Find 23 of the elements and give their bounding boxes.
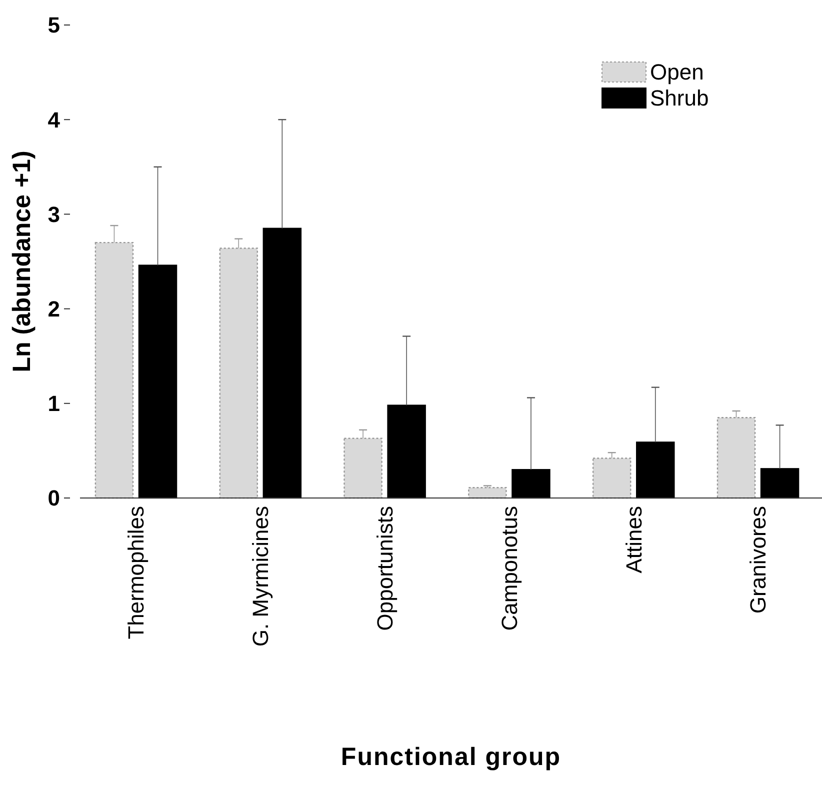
x-tick-label: G. Myrmicines [248, 506, 274, 647]
x-tick-label: Granivores [746, 506, 771, 614]
x-tick-label: Attines [621, 506, 646, 574]
y-tick-label: 1 [48, 391, 60, 416]
legend-label: Shrub [650, 86, 709, 111]
x-tick-label: Thermophiles [124, 506, 149, 640]
y-tick-label: 5 [48, 12, 60, 38]
x-tick-label: Opportunists [372, 506, 398, 631]
bar [138, 264, 178, 499]
y-tick-label: 4 [48, 107, 61, 132]
y-tick-label: 2 [48, 296, 60, 322]
bar [387, 404, 426, 499]
bar [636, 442, 675, 499]
legend-label: Open [650, 60, 704, 85]
y-axis-title: Ln (abundance +1) [8, 150, 36, 372]
bar [512, 469, 550, 499]
y-tick-label: 0 [48, 486, 60, 511]
bar [262, 228, 302, 499]
x-axis-title: Functional group [340, 743, 562, 771]
bar [760, 468, 800, 499]
x-tick-label: Camponotus [496, 506, 522, 631]
bar [468, 486, 507, 499]
y-tick-label: 3 [48, 202, 60, 227]
